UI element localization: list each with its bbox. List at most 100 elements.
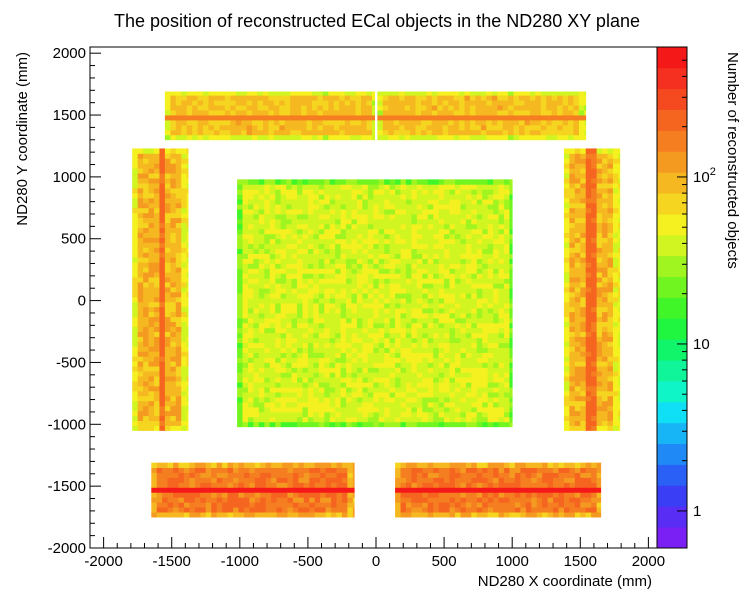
heatmap-cell (356, 411, 363, 418)
heatmap-cell (302, 327, 309, 334)
heatmap-cell (465, 273, 472, 279)
heatmap-cell (224, 100, 231, 106)
heatmap-cell (237, 397, 243, 403)
heatmap-cell (612, 232, 619, 238)
heatmap-cell (159, 173, 166, 179)
heatmap-cell (416, 223, 423, 230)
heatmap-cell (476, 189, 483, 195)
heatmap-cell (569, 207, 576, 214)
heatmap-cell (509, 218, 513, 225)
heatmap-cell (303, 507, 310, 513)
heatmap-cell (433, 184, 440, 190)
heatmap-cell (573, 110, 580, 116)
heatmap-cell (253, 367, 260, 373)
heatmap-cell (487, 263, 494, 269)
heatmap-cell (585, 247, 592, 253)
heatmap-cell (341, 502, 348, 508)
heatmap-cell (438, 268, 445, 274)
heatmap-cell (268, 91, 275, 96)
heatmap-cell (269, 243, 276, 250)
heatmap-cell (211, 487, 218, 493)
heatmap-cell (607, 277, 614, 283)
heatmap-cell (487, 253, 494, 259)
heatmap-cell (286, 278, 292, 284)
heatmap-cell (504, 372, 510, 378)
heatmap-cell (170, 257, 177, 263)
heatmap-cell (460, 308, 467, 314)
heatmap-cell (132, 415, 139, 421)
heatmap-cell (320, 472, 327, 478)
heatmap-cell (148, 262, 155, 268)
heatmap-cell (137, 277, 144, 283)
heatmap-cell (389, 347, 396, 353)
heatmap-cell (333, 124, 340, 131)
heatmap-cell (513, 129, 520, 136)
heatmap-cell (422, 278, 429, 284)
heatmap-cell (509, 238, 513, 245)
heatmap-cell (405, 293, 412, 299)
heatmap-cell (335, 357, 341, 363)
heatmap-cell (618, 376, 621, 382)
heatmap-cell (416, 288, 423, 294)
heatmap-cell (395, 397, 401, 403)
heatmap-cell (247, 397, 254, 403)
heatmap-cell (181, 262, 188, 268)
heatmap-cell (242, 402, 249, 408)
heatmap-cell (170, 105, 177, 111)
heatmap-cell (591, 183, 598, 189)
heatmap-cell (148, 247, 155, 253)
heatmap-cell (257, 134, 264, 141)
heatmap-cell (241, 119, 248, 126)
heatmap-cell (449, 372, 456, 378)
heatmap-cell (328, 110, 335, 116)
heatmap-cell (335, 228, 341, 235)
heatmap-cell (247, 238, 254, 245)
heatmap-cell (264, 342, 271, 348)
heatmap-cell (433, 189, 440, 195)
heatmap-cell (291, 233, 298, 240)
heatmap-cell (373, 421, 380, 428)
heatmap-cell (164, 282, 171, 288)
heatmap-cell (247, 332, 254, 339)
heatmap-cell (335, 194, 341, 200)
heatmap-cell (612, 361, 619, 367)
heatmap-cell (388, 124, 395, 131)
heatmap-cell (596, 390, 603, 397)
heatmap-cell (328, 115, 335, 121)
heatmap-cell (362, 402, 369, 408)
heatmap-cell (186, 100, 193, 106)
heatmap-cell (469, 91, 476, 96)
heatmap-cell (186, 134, 193, 141)
heatmap-cell (282, 512, 288, 518)
heatmap-cell (453, 105, 460, 111)
heatmap-cell (170, 168, 177, 174)
heatmap-cell (324, 303, 331, 309)
heatmap-cell (427, 184, 434, 190)
heatmap-cell (405, 332, 412, 339)
heatmap-cell (265, 487, 272, 493)
heatmap-cell (362, 303, 369, 309)
heatmap-cell (156, 482, 163, 488)
heatmap-cell (181, 311, 188, 318)
heatmap-cell (253, 278, 260, 284)
heatmap-cell (497, 105, 504, 111)
heatmap-cell (317, 129, 324, 136)
heatmap-cell (264, 308, 271, 314)
heatmap-cell (329, 312, 336, 319)
heatmap-cell (303, 462, 310, 468)
heatmap-cell (324, 352, 331, 358)
heatmap-cell (339, 95, 346, 101)
heatmap-cell (132, 207, 139, 214)
heatmap-cell (444, 317, 450, 324)
heatmap-cell (602, 336, 608, 342)
heatmap-cell (246, 105, 253, 111)
heatmap-cell (291, 298, 298, 304)
heatmap-cell (460, 243, 467, 250)
heatmap-cell (328, 105, 335, 111)
heatmap-cell (395, 317, 401, 324)
heatmap-cell (482, 273, 489, 279)
heatmap-cell (509, 372, 513, 378)
heatmap-cell (602, 405, 608, 412)
heatmap-cell (591, 306, 598, 313)
heatmap-cell (170, 163, 177, 169)
